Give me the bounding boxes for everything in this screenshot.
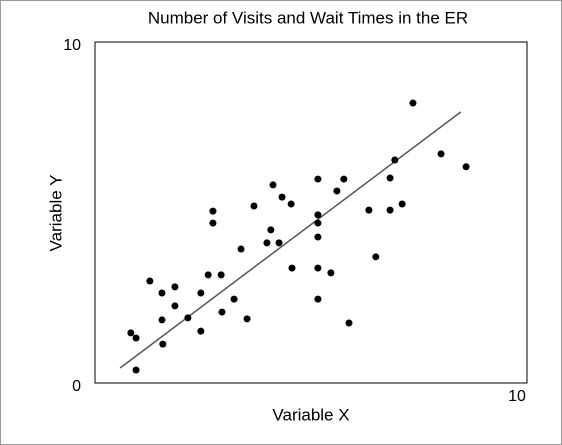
point — [267, 226, 275, 234]
point — [372, 253, 380, 261]
point — [269, 181, 277, 189]
x-axis-label: Variable X — [272, 405, 349, 424]
y-tick-label: 10 — [63, 37, 81, 54]
point — [409, 99, 417, 107]
point — [158, 289, 166, 297]
point — [132, 366, 140, 374]
point — [127, 329, 135, 337]
point — [218, 308, 226, 316]
point — [314, 175, 322, 183]
point — [386, 206, 394, 214]
y-tick-label: 0 — [72, 378, 81, 395]
point — [146, 277, 154, 285]
point — [437, 150, 445, 158]
trend-line — [119, 111, 462, 369]
point — [288, 264, 296, 272]
point — [209, 219, 217, 227]
point — [184, 314, 192, 322]
plot-area — [94, 41, 528, 384]
point — [263, 239, 271, 247]
point — [365, 206, 373, 214]
y-axis-label: Variable Y — [46, 175, 65, 252]
point — [209, 207, 217, 215]
point — [386, 174, 394, 182]
point — [204, 271, 212, 279]
x-tick-label: 10 — [508, 388, 526, 405]
point — [340, 175, 348, 183]
point — [217, 271, 225, 279]
point — [250, 202, 258, 210]
point — [243, 315, 251, 323]
point — [333, 187, 341, 195]
point — [314, 264, 322, 272]
point — [287, 200, 295, 208]
point — [197, 289, 205, 297]
point — [391, 156, 399, 164]
point — [159, 340, 167, 348]
point — [132, 334, 140, 342]
point — [314, 233, 322, 241]
point — [398, 200, 406, 208]
point — [462, 163, 470, 171]
point — [314, 295, 322, 303]
point — [327, 269, 335, 277]
point — [314, 211, 322, 219]
point — [275, 239, 283, 247]
point — [197, 327, 205, 335]
chart-title: Number of Visits and Wait Times in the E… — [148, 8, 468, 27]
point — [158, 316, 166, 324]
point — [171, 302, 179, 310]
point — [278, 193, 286, 201]
point — [314, 219, 322, 227]
point — [237, 245, 245, 253]
point — [171, 283, 179, 291]
point — [230, 295, 238, 303]
point — [345, 319, 353, 327]
